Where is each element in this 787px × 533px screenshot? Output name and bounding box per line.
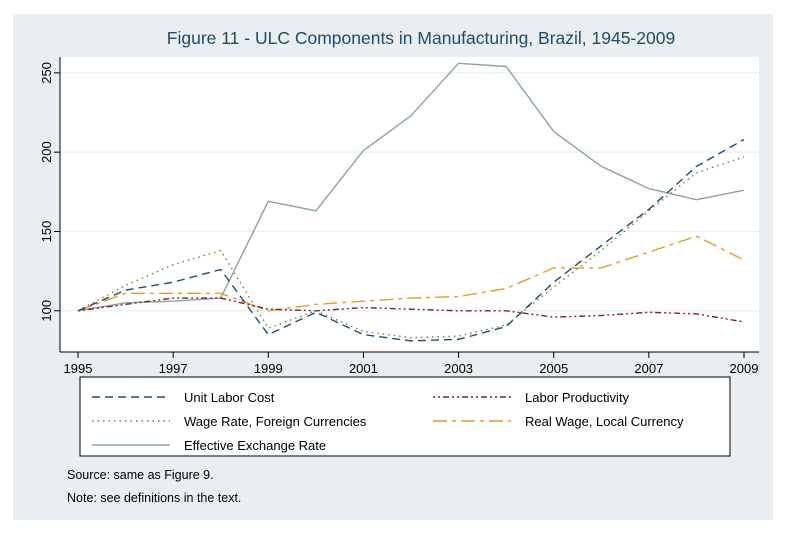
chart-title: Figure 11 - ULC Components in Manufactur… — [167, 28, 675, 48]
y-tick-label: 200 — [39, 141, 54, 163]
legend-label: Effective Exchange Rate — [184, 438, 326, 453]
y-tick-label: 100 — [39, 300, 54, 322]
y-ticks: 100 150 200 250 — [39, 62, 60, 322]
plot-area — [60, 57, 759, 352]
series-line-wage-rate-foreign-currencies — [77, 156, 745, 339]
source-note: Source: same as Figure 9. — [67, 468, 214, 482]
series-line-labor-productivity — [77, 297, 745, 323]
series-layer — [77, 62, 745, 342]
legend-label: Real Wage, Local Currency — [525, 414, 684, 429]
x-tick-label: 2003 — [444, 361, 473, 376]
x-tick-label: 2001 — [349, 361, 378, 376]
legend-label: Unit Labor Cost — [184, 390, 275, 405]
definitions-note: Note: see definitions in the text. — [67, 491, 241, 505]
series-line-unit-labor-cost — [77, 138, 745, 342]
y-tick-label: 150 — [39, 221, 54, 243]
x-tick-label: 1997 — [159, 361, 188, 376]
x-tick-label: 2009 — [730, 361, 759, 376]
x-ticks: 1995 1997 1999 2001 2003 2005 2007 2009 — [64, 352, 759, 376]
gridlines — [60, 72, 759, 312]
x-tick-label: 1995 — [64, 361, 93, 376]
y-tick-label: 250 — [39, 62, 54, 84]
x-tick-label: 1999 — [254, 361, 283, 376]
chart-svg: Figure 11 - ULC Components in Manufactur… — [39, 28, 759, 505]
legend-label: Wage Rate, Foreign Currencies — [184, 414, 367, 429]
legend-items: Unit Labor Cost Labor Productivity Wage Ra… — [92, 390, 684, 453]
x-tick-label: 2007 — [634, 361, 663, 376]
x-tick-label: 2005 — [539, 361, 568, 376]
legend — [79, 376, 731, 457]
series-line-effective-exchange-rate — [77, 62, 745, 312]
legend-label: Labor Productivity — [525, 390, 630, 405]
series-line-real-wage-local-currency — [77, 235, 745, 312]
chart-frame: Figure 11 - ULC Components in Manufactur… — [13, 14, 773, 520]
